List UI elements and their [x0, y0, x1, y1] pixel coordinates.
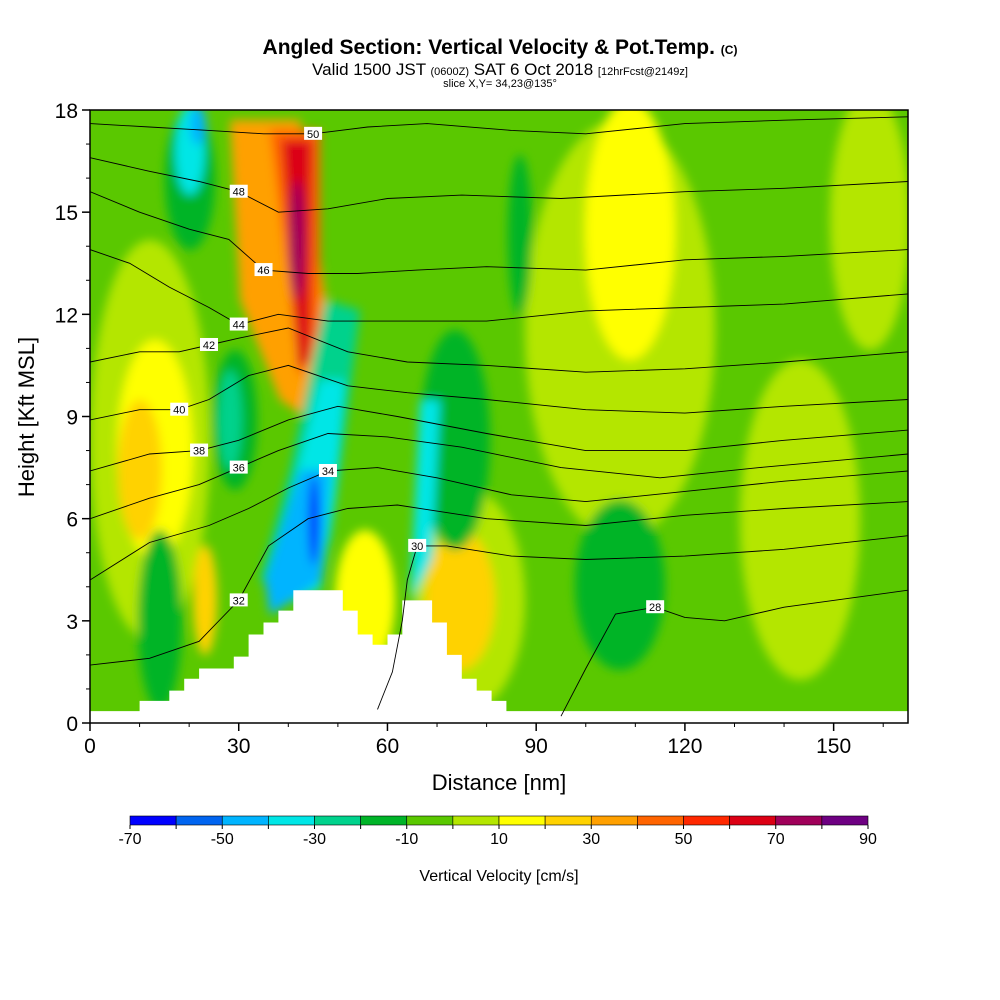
colorbar-label: -50: [211, 831, 234, 848]
colorbar-label: -30: [303, 831, 326, 848]
colorbar-label: 70: [767, 831, 785, 848]
contour-label-44: 44: [233, 320, 245, 332]
contour-label-box: [646, 600, 665, 614]
contour-label-30: 30: [411, 541, 423, 553]
colorbar-swatch: [360, 815, 408, 826]
title-unit: (C): [720, 43, 738, 57]
y-tick-label: 9: [66, 407, 78, 430]
colorbar-swatch: [129, 815, 177, 826]
colorbar-label: -70: [118, 831, 141, 848]
x-tick-label: 60: [376, 735, 399, 758]
colorbar-label: -10: [395, 831, 418, 848]
colorbar-swatch: [452, 815, 500, 826]
x-tick-label: 150: [816, 735, 851, 758]
subtitle-valid: Valid 1500 JST: [312, 60, 426, 79]
colorbar-swatch: [821, 815, 869, 826]
theta-contour-46: [90, 191, 908, 274]
colorbar-label: 90: [859, 831, 877, 848]
contour-label-box: [199, 337, 218, 351]
theta-contour-34: [90, 467, 908, 581]
contour-label-36: 36: [233, 463, 245, 475]
contour-label-50: 50: [307, 129, 319, 141]
contour-label-28: 28: [649, 602, 661, 614]
terrain-mask: [90, 590, 908, 723]
contour-label-40: 40: [173, 405, 185, 417]
contour-label-box: [229, 460, 248, 474]
colorbar-swatch: [175, 815, 223, 826]
colorbar-label: 50: [675, 831, 693, 848]
y-tick-label: 18: [55, 100, 78, 123]
contour-label-42: 42: [203, 340, 215, 352]
contour-label-box: [229, 317, 248, 331]
colorbar-swatch: [683, 815, 730, 826]
theta-contour-50: [90, 116, 908, 135]
y-tick-label: 0: [66, 713, 78, 736]
y-axis-title: Height [Kft MSL]: [14, 337, 39, 497]
colorbar-swatch: [775, 815, 823, 826]
subtitle-forecast: [12hrFcst@2149z]: [597, 66, 688, 78]
x-tick-label: 30: [227, 735, 250, 758]
subtitle-date: SAT 6 Oct 2018: [473, 60, 594, 79]
colorbar-swatch: [221, 815, 269, 826]
colorbar-title: Vertical Velocity [cm/s]: [419, 868, 578, 885]
title-text: Angled Section: Vertical Velocity & Pot.…: [262, 36, 715, 59]
colorbar-swatch: [314, 815, 361, 826]
colorbar-swatch: [637, 815, 684, 826]
contour-label-box: [190, 443, 209, 457]
contour-label-48: 48: [233, 187, 245, 199]
contour-label-box: [408, 538, 427, 552]
chart-title: Angled Section: Vertical Velocity & Pot.…: [0, 36, 1000, 60]
chart-subtitle: Valid 1500 JST (0600Z) SAT 6 Oct 2018 [1…: [0, 60, 1000, 80]
colorbar-swatch: [498, 815, 546, 826]
y-tick-label: 6: [66, 509, 78, 532]
contour-labels: 28 30 32 34 36 38 40 42 44 46 48 50: [170, 126, 665, 614]
x-tick-label: 90: [525, 735, 548, 758]
theta-contour-42: [90, 327, 908, 373]
x-axis-title: Distance [nm]: [432, 770, 567, 795]
x-axis: 0 30 60 90 120 150: [84, 723, 884, 758]
contour-label-box: [229, 184, 248, 198]
theta-contour-32: [90, 501, 908, 666]
x-tick-label: 120: [667, 735, 702, 758]
slice-label: slice X,Y= 34,23@135°: [443, 78, 557, 90]
colorbar-swatch: [544, 815, 592, 826]
colorbar-swatch: [406, 815, 454, 826]
y-tick-label: 15: [55, 202, 78, 225]
theta-contour-36: [90, 433, 908, 520]
y-tick-label: 3: [66, 611, 78, 634]
vertical-velocity-field: [90, 110, 908, 723]
colorbar-swatch: [729, 815, 777, 826]
theta-contour-30: [377, 535, 908, 710]
contour-label-34: 34: [322, 466, 334, 478]
contour-label-box: [170, 402, 189, 416]
theta-contour-48: [90, 157, 908, 213]
x-tick-label: 0: [84, 735, 96, 758]
contour-label-box: [318, 463, 337, 477]
subtitle-zulu: (0600Z): [430, 66, 470, 78]
theta-contour-28: [560, 589, 908, 717]
contour-label-32: 32: [233, 595, 245, 607]
theta-contour-44: [90, 249, 908, 326]
contour-label-box: [229, 593, 248, 607]
y-tick-label: 12: [55, 304, 78, 327]
colorbar-swatch: [590, 815, 638, 826]
colorbar-swatch: [268, 815, 315, 826]
colorbar: -70 -50 -30 -10 10 30 50 70 90: [118, 815, 877, 848]
contour-label-box: [304, 126, 323, 140]
contour-label-box: [254, 263, 273, 277]
potential-temperature-contours: [90, 116, 908, 717]
colorbar-label: 30: [582, 831, 600, 848]
y-axis: 0 3 6 9 12 15 18: [55, 100, 90, 736]
contour-label-46: 46: [257, 265, 269, 277]
contour-label-38: 38: [193, 446, 205, 458]
colorbar-label: 10: [490, 831, 508, 848]
